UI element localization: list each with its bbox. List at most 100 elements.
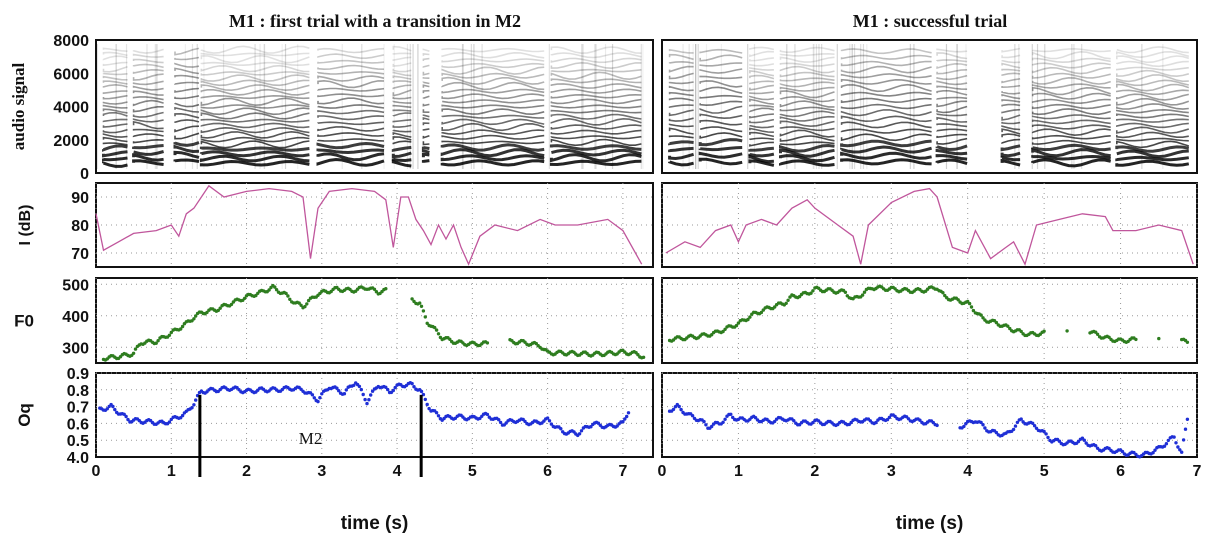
spectrogram-harmonic <box>102 150 128 158</box>
oq-point <box>1084 441 1088 445</box>
intensity-line <box>95 184 643 266</box>
spectrogram-harmonic <box>1001 62 1021 69</box>
oq-point <box>434 411 439 415</box>
f0-point <box>967 301 972 306</box>
f0-point <box>786 298 790 302</box>
spectrogram-harmonic <box>699 75 743 80</box>
spectrogram-harmonic <box>199 150 310 158</box>
x-tick-label: 5 <box>1040 463 1049 480</box>
spectrogram-harmonic <box>698 151 743 159</box>
oq-point <box>498 420 503 425</box>
spectrogram-harmonic <box>936 90 968 96</box>
spectrogram-harmonic <box>422 122 430 126</box>
oq-point <box>167 420 172 424</box>
spectrogram-harmonic <box>1001 99 1021 103</box>
spectrogram-harmonic <box>173 141 200 147</box>
oq-point <box>105 407 110 411</box>
spectrogram-harmonic <box>422 141 430 146</box>
spectrogram-harmonic <box>1001 91 1021 95</box>
spectrogram-harmonic <box>1031 108 1111 116</box>
spectrogram-harmonic <box>1031 76 1111 85</box>
f0-point <box>194 314 198 318</box>
spectrogram-harmonic <box>422 109 430 113</box>
spectrogram-harmonic <box>1001 47 1021 53</box>
oq-point <box>962 424 966 429</box>
spectrogram-harmonic <box>550 83 642 89</box>
spectrogram-harmonic <box>392 75 412 80</box>
spectrogram-harmonic <box>749 113 774 119</box>
spectrogram-harmonic <box>132 53 164 58</box>
x-axis-label: time (s) <box>341 513 409 534</box>
x-tick-label: 0 <box>92 463 101 480</box>
y-tick-label: 0.7 <box>67 400 89 417</box>
spectrogram-harmonic <box>779 100 835 108</box>
spectrogram-harmonic <box>174 95 200 100</box>
spectrogram-harmonic <box>102 142 128 146</box>
spectrogram-harmonic <box>422 135 430 139</box>
f0-point <box>267 288 271 292</box>
x-tick-label: 3 <box>317 463 326 480</box>
oq-point <box>344 388 348 392</box>
spectrogram-harmonic <box>749 57 774 62</box>
f0-point <box>421 309 426 313</box>
spectrogram-harmonic <box>779 110 835 118</box>
spectrogram-harmonic <box>1116 50 1190 59</box>
spectrogram-harmonic <box>749 104 775 108</box>
spectrogram-harmonic <box>668 91 694 97</box>
spectrogram-harmonic <box>779 71 835 78</box>
spectrogram-harmonic <box>1001 59 1021 64</box>
spectrogram-harmonic <box>1116 79 1189 87</box>
spectrogram-harmonic <box>668 60 694 64</box>
f0-point <box>167 333 172 337</box>
spectrogram-harmonic <box>668 152 695 161</box>
f0-point <box>423 315 427 319</box>
y-tick-label: 4.0 <box>67 450 89 467</box>
spectrogram-harmonic <box>698 157 743 166</box>
spectrogram-harmonic <box>1031 86 1111 96</box>
oq-point <box>577 432 582 436</box>
oq-point <box>1031 421 1035 425</box>
spectrogram-harmonic <box>174 125 200 133</box>
spectrogram-harmonic <box>749 131 775 138</box>
f0-point <box>284 291 288 296</box>
f0-point <box>721 329 725 334</box>
oq-point <box>1019 417 1023 421</box>
oq-point <box>386 387 390 392</box>
spectrogram-harmonic <box>200 61 310 67</box>
spectrogram-harmonic <box>102 75 128 81</box>
spectrogram-harmonic <box>1000 151 1021 158</box>
plot-frame-oq <box>95 372 654 458</box>
spectrogram-harmonic <box>840 151 932 160</box>
f0-point <box>811 289 815 293</box>
f0-point <box>434 328 439 332</box>
spectrogram-harmonic <box>749 127 774 133</box>
spectrogram-harmonic <box>779 159 835 167</box>
f0-point <box>784 301 788 305</box>
oq-point <box>626 411 631 415</box>
spectrogram-harmonic <box>935 158 968 166</box>
spectrogram-harmonic <box>668 109 694 117</box>
oq-point <box>1180 450 1184 454</box>
spectrogram-harmonic <box>1031 154 1111 161</box>
y-tick-label: 0 <box>80 166 89 183</box>
spectrogram-harmonic <box>749 50 774 58</box>
spectrogram-harmonic <box>1116 108 1189 114</box>
f0-point <box>418 301 422 305</box>
x-tick-label: 0 <box>658 463 667 480</box>
spectrogram-harmonic <box>392 119 412 123</box>
oq-point <box>1094 444 1098 448</box>
spectrogram-harmonic <box>440 148 545 158</box>
f0-point <box>759 310 764 315</box>
spectrogram-harmonic <box>550 113 642 120</box>
spectrogram-harmonic <box>317 138 385 142</box>
spectrogram-harmonic <box>935 148 968 156</box>
spectrogram-harmonic <box>200 140 310 149</box>
spectrogram-harmonic <box>840 73 932 79</box>
spectrogram-harmonic <box>936 133 968 139</box>
oq-point <box>111 404 115 409</box>
spectrogram-harmonic <box>936 80 968 86</box>
oq-point <box>1153 448 1157 452</box>
spectrogram-harmonic <box>391 145 412 152</box>
f0-point <box>1008 326 1012 331</box>
oq-point <box>979 420 983 425</box>
